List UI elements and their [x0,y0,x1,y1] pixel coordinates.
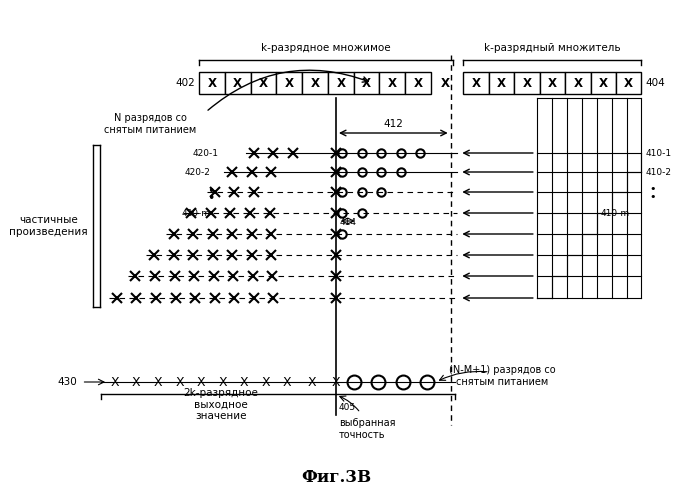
Text: •: • [207,192,214,205]
Text: X: X [153,376,162,389]
Bar [514,72,539,94]
Text: X: X [497,76,506,89]
Text: 410-1: 410-1 [646,149,671,158]
Text: X: X [283,376,291,389]
Text: частичные
произведения: частичные произведения [9,215,88,237]
Bar [199,72,225,94]
Text: X: X [414,76,422,89]
Text: X: X [388,76,397,89]
Text: 410-m: 410-m [600,209,629,218]
Text: k-разрядное множимое: k-разрядное множимое [261,43,391,53]
Bar [591,72,616,94]
Text: X: X [523,76,531,89]
Text: X: X [308,376,316,389]
Bar [539,72,565,94]
Bar [225,72,251,94]
Text: X: X [285,76,294,89]
Text: X: X [197,376,206,389]
Text: X: X [175,376,184,389]
Text: 412: 412 [383,119,404,129]
Text: X: X [624,76,633,89]
Text: X: X [336,76,345,89]
Text: (N-M+1) разрядов со
снятым питанием: (N-M+1) разрядов со снятым питанием [449,365,556,387]
Text: Фиг.3В: Фиг.3В [301,470,371,487]
Text: X: X [548,76,557,89]
Text: •: • [650,184,656,194]
Text: •: • [650,192,656,202]
Text: X: X [240,376,248,389]
Bar [251,72,276,94]
Text: 420-2: 420-2 [185,168,211,177]
Text: выбранная
точность: выбранная точность [339,418,395,440]
Text: X: X [262,376,270,389]
Text: X: X [310,76,320,89]
Bar [565,72,591,94]
Text: 414: 414 [339,218,356,227]
Text: 410-2: 410-2 [646,168,671,177]
Text: •: • [207,185,214,198]
Text: N разрядов со
снятым питанием: N разрядов со снятым питанием [104,113,196,135]
Bar [379,72,405,94]
Text: X: X [208,76,216,89]
Text: 430: 430 [58,377,78,387]
Text: X: X [233,76,242,89]
Text: k-разрядный множитель: k-разрядный множитель [484,43,621,53]
Text: 402: 402 [175,78,195,88]
Text: X: X [218,376,227,389]
Bar [354,72,379,94]
Bar [328,72,354,94]
Text: 2k-разрядное
выходное
значение: 2k-разрядное выходное значение [183,388,258,421]
Bar [302,72,328,94]
Text: X: X [111,376,119,389]
Text: X: X [259,76,268,89]
Text: 404: 404 [646,78,665,88]
Bar [276,72,302,94]
Text: X: X [332,376,341,389]
Text: X: X [132,376,141,389]
Text: X: X [441,76,450,89]
Bar [489,72,514,94]
Text: X: X [599,76,608,89]
Text: 420-1: 420-1 [193,149,218,158]
Text: X: X [573,76,582,89]
Text: X: X [472,76,481,89]
Text: 405: 405 [339,404,356,413]
Bar [405,72,431,94]
Text: X: X [362,76,371,89]
Bar [463,72,489,94]
Text: 420-m: 420-m [182,209,211,218]
Bar [616,72,642,94]
